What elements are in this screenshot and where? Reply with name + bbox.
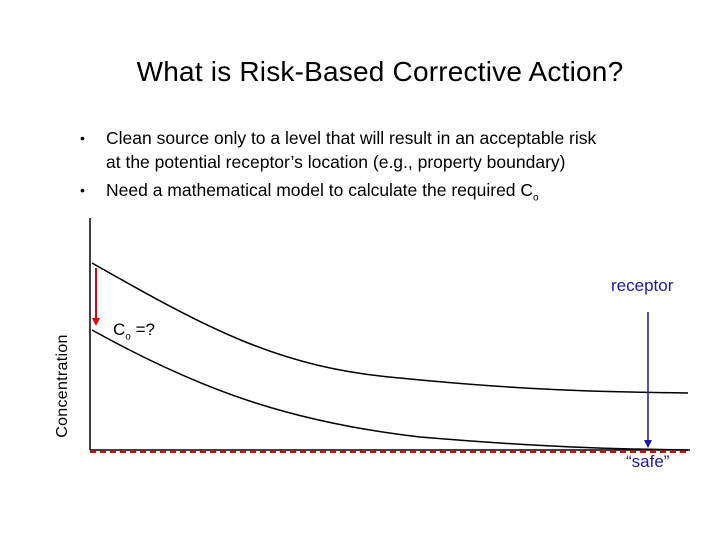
co-label-subscript: o [125,331,131,343]
safe-label: “safe” [626,452,670,471]
bullet-text-line: at the potential receptor’s location (e.… [106,152,566,172]
slide-title: What is Risk-Based Corrective Action? [136,56,624,87]
co-label-suffix: =? [130,320,155,339]
bullet-subscript: o [533,192,539,204]
bullet-list: • Clean source only to a level that will… [80,126,700,215]
bullet-item: • Clean source only to a level that will… [80,126,700,174]
bullet-item: • Need a mathematical model to calculate… [80,178,700,211]
bullet-text-line: Clean source only to a level that will r… [106,128,597,148]
bullet-text: Need a mathematical model to calculate t… [106,180,534,200]
co-label-main: C [113,320,126,339]
bullet-dot-icon: • [80,130,85,146]
reduced-concentration-curve [91,329,689,451]
bullet-dot-icon: • [80,182,85,198]
y-axis-label-text: Concentration [54,334,71,438]
co-label: Co =? [113,320,155,342]
receptor-label: receptor [611,276,674,295]
original-concentration-curve [91,262,689,394]
